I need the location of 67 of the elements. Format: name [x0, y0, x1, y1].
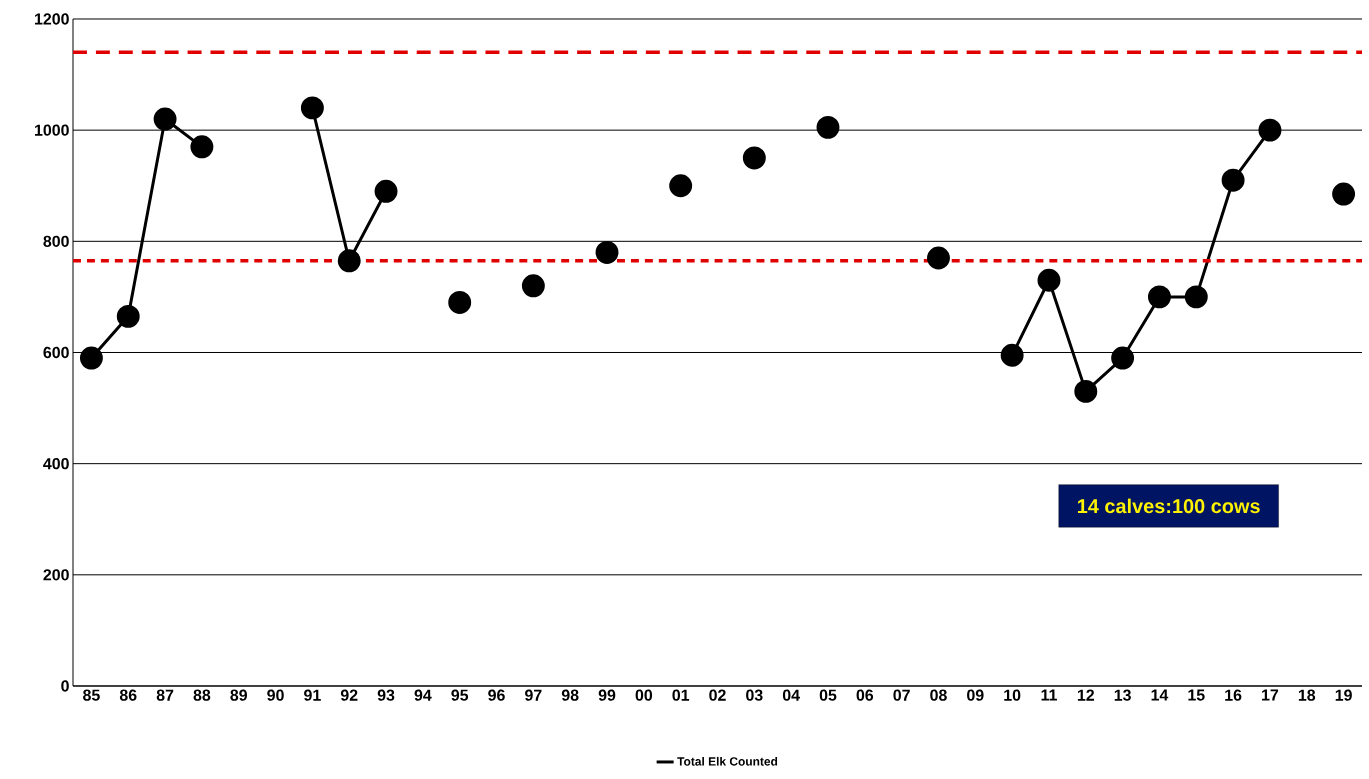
x-tick-label: 05: [819, 689, 837, 701]
point: [1111, 346, 1135, 370]
x-tick-label: 00: [635, 689, 653, 701]
point: [742, 146, 766, 170]
y-tick-label: 800: [43, 235, 69, 247]
x-tick-label: 11: [1041, 689, 1057, 701]
x-tick-label: 13: [1114, 689, 1131, 701]
x-tick-label: 90: [267, 689, 284, 701]
x-tick-label: 99: [598, 689, 616, 701]
x-tick-label: 10: [1004, 689, 1021, 701]
x-tick-label: 86: [119, 689, 137, 701]
x-tick-label: 06: [856, 689, 874, 701]
x-tick-label: 89: [230, 689, 247, 701]
x-tick-label: 07: [893, 689, 910, 701]
y-tick-label: 1200: [35, 13, 69, 25]
x-tick-label: 91: [304, 689, 321, 701]
point: [521, 274, 545, 298]
point: [448, 291, 472, 314]
legend-label: Total Elk Counted: [677, 756, 778, 766]
x-tick-label: 02: [709, 689, 726, 701]
x-tick-label: 08: [930, 689, 947, 701]
x-tick-label: 88: [193, 689, 211, 701]
x-tick-label: 15: [1188, 689, 1205, 701]
point: [1074, 379, 1098, 403]
point: [153, 107, 177, 131]
x-tick-label: 12: [1077, 689, 1095, 701]
point: [1147, 285, 1171, 309]
x-tick-label: 14: [1151, 689, 1169, 701]
point: [116, 304, 140, 328]
x-tick-label: 87: [156, 689, 174, 701]
x-tick-label: 98: [561, 689, 579, 701]
point: [79, 346, 103, 370]
x-tick-label: 97: [525, 689, 542, 701]
x-tick-label: 16: [1225, 689, 1242, 701]
x-tick-label: 03: [746, 689, 763, 701]
y-tick-label: 600: [43, 346, 69, 359]
y-tick-label: 1000: [35, 124, 69, 136]
x-tick-label: 18: [1298, 689, 1316, 701]
y-tick-label: 0: [61, 680, 69, 692]
x-tick-label: 09: [967, 689, 984, 701]
x-tick-label: 95: [451, 689, 469, 701]
point: [300, 96, 324, 120]
x-tick-label: 85: [83, 689, 100, 701]
x-tick-label: 17: [1262, 689, 1279, 701]
point: [1000, 343, 1024, 367]
point: [595, 240, 619, 264]
point: [337, 249, 361, 273]
x-tick-label: 93: [377, 689, 395, 701]
y-tick-label: 400: [43, 458, 69, 470]
point: [374, 179, 398, 203]
x-tick-label: 19: [1335, 689, 1352, 701]
point: [190, 135, 214, 159]
x-tick-label: 96: [488, 689, 505, 701]
x-tick-label: 92: [340, 689, 358, 701]
point: [1258, 118, 1282, 142]
x-tick-label: 04: [782, 689, 800, 701]
point: [816, 115, 840, 139]
point: [1037, 268, 1061, 292]
y-tick-label: 200: [43, 569, 69, 581]
point: [1221, 168, 1245, 192]
point: [669, 174, 693, 198]
point: [1184, 285, 1208, 309]
x-tick-label: 94: [414, 689, 432, 701]
annotation: 14 calves:100 cows: [1077, 498, 1260, 514]
x-tick-label: 01: [672, 689, 690, 701]
point: [927, 246, 950, 270]
point: [1332, 182, 1356, 206]
